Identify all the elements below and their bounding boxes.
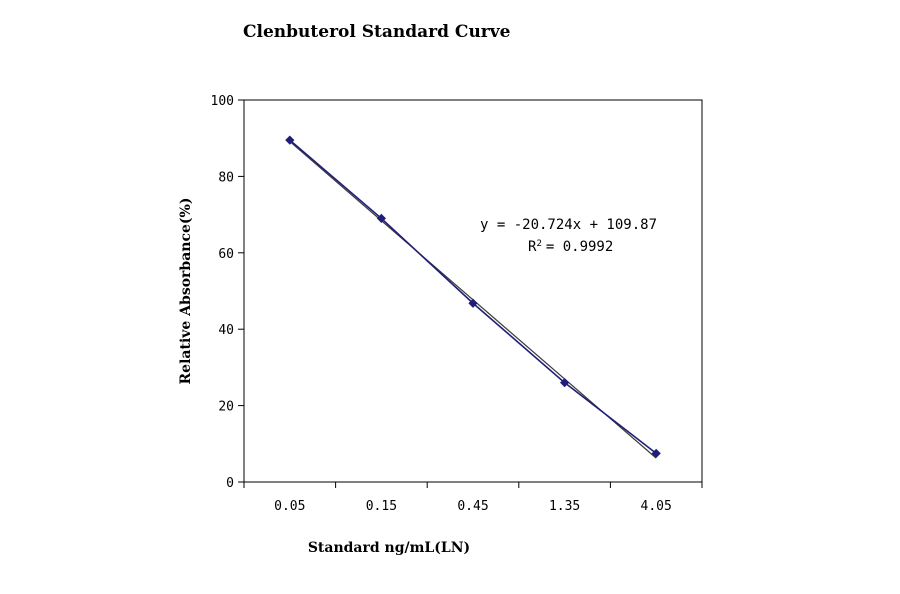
data-point bbox=[376, 213, 387, 224]
data-point bbox=[285, 135, 295, 145]
y-axis: 0 20 40 60 80 100 bbox=[211, 94, 244, 491]
x-tick-label: 1.35 bbox=[549, 499, 580, 514]
x-tick-label: 0.15 bbox=[366, 499, 397, 514]
x-tick-label: 0.45 bbox=[457, 499, 488, 514]
y-tick-label: 20 bbox=[218, 400, 234, 415]
r-squared-value: = 0.9992 bbox=[546, 239, 613, 255]
y-tick-label: 60 bbox=[218, 247, 234, 262]
y-tick-label: 40 bbox=[218, 323, 234, 338]
y-axis-label: Relative Absorbance(%) bbox=[178, 198, 194, 385]
data-point bbox=[651, 448, 661, 458]
y-tick-label: 80 bbox=[218, 170, 234, 185]
y-tick-label: 0 bbox=[226, 476, 234, 491]
x-axis-label: Standard ng/mL(LN) bbox=[308, 540, 470, 556]
r-squared-sup: 2 bbox=[536, 239, 541, 249]
series-group bbox=[285, 135, 661, 459]
chart-title: Clenbuterol Standard Curve bbox=[243, 22, 511, 42]
x-tick-label: 0.05 bbox=[274, 499, 305, 514]
r-squared-r: R bbox=[528, 239, 537, 255]
data-point bbox=[468, 298, 478, 308]
y-tick-label: 100 bbox=[211, 94, 234, 109]
plot-area bbox=[243, 99, 703, 483]
x-tick-label: 4.05 bbox=[641, 499, 672, 514]
data-point bbox=[559, 378, 570, 388]
trendline-equation: y = -20.724x + 109.87 bbox=[480, 217, 657, 233]
r-squared-label: R2 = 0.9992 bbox=[528, 239, 613, 255]
x-axis: 0.05 0.15 0.45 1.35 4.05 bbox=[243, 482, 703, 514]
